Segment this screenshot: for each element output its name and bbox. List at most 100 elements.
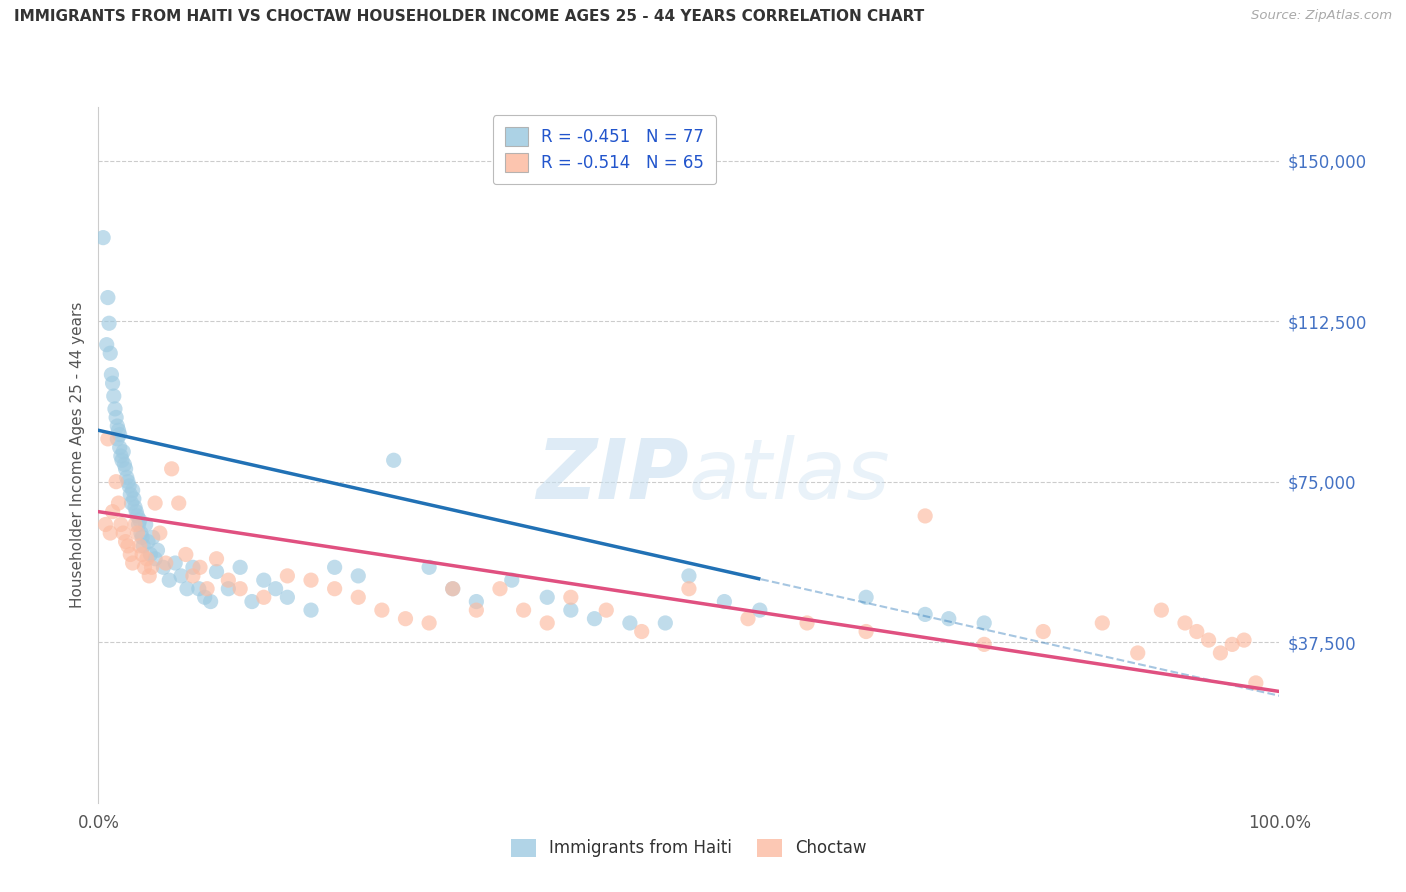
Point [371,603,394,617]
Point [112,526,135,541]
Point [973,637,995,651]
Point [276,591,298,605]
Point [1198,633,1220,648]
Point [121,483,143,498]
Point [418,615,440,630]
Point [619,615,641,630]
Point [117,539,139,553]
Point [136,534,159,549]
Point [253,573,276,587]
Point [501,573,523,587]
Point [141,560,163,574]
Y-axis label: Householder Income Ages 25 - 44 years: Householder Income Ages 25 - 44 years [69,301,84,608]
Point [205,565,228,579]
Point [101,505,124,519]
Point [157,573,180,587]
Point [122,491,145,506]
Point [217,582,239,596]
Point [143,496,166,510]
Point [1091,615,1114,630]
Point [127,508,149,523]
Point [229,582,252,596]
Text: IMMIGRANTS FROM HAITI VS CHOCTAW HOUSEHOLDER INCOME AGES 25 - 44 YEARS CORRELATI: IMMIGRANTS FROM HAITI VS CHOCTAW HOUSEHO… [14,9,924,24]
Point [149,526,172,541]
Point [1209,646,1232,660]
Point [111,453,134,467]
Point [347,569,370,583]
Point [114,534,136,549]
Point [583,612,606,626]
Point [128,513,150,527]
Point [98,526,121,541]
Point [323,582,346,596]
Point [110,517,132,532]
Point [489,582,512,596]
Point [129,526,152,541]
Point [914,607,936,622]
Point [187,582,209,596]
Point [264,582,287,596]
Point [105,475,128,489]
Point [117,475,139,489]
Point [240,594,263,608]
Point [938,612,960,626]
Point [121,496,143,510]
Point [118,479,141,493]
Point [155,556,177,570]
Text: ZIP: ZIP [536,435,689,516]
Point [630,624,652,639]
Point [160,462,183,476]
Point [131,548,153,562]
Point [112,444,135,458]
Point [142,530,165,544]
Point [276,569,298,583]
Point [1220,637,1243,651]
Point [654,615,676,630]
Point [134,560,156,574]
Point [441,582,464,596]
Point [595,603,617,617]
Point [101,376,124,391]
Point [323,560,346,574]
Point [253,591,276,605]
Point [713,594,735,608]
Point [536,591,558,605]
Point [1244,676,1267,690]
Point [560,603,582,617]
Point [1126,646,1149,660]
Point [855,591,877,605]
Point [110,449,132,463]
Point [1185,624,1208,639]
Legend: Immigrants from Haiti, Choctaw: Immigrants from Haiti, Choctaw [505,832,873,864]
Point [465,594,488,608]
Point [105,419,128,434]
Point [418,560,440,574]
Point [737,612,759,626]
Point [98,316,121,330]
Point [170,569,193,583]
Point [217,573,239,587]
Point [1032,624,1054,639]
Point [195,582,218,596]
Point [107,423,129,437]
Point [124,517,146,532]
Point [167,496,190,510]
Point [229,560,252,574]
Point [382,453,405,467]
Point [97,432,120,446]
Point [299,603,322,617]
Point [112,458,135,472]
Point [107,496,129,510]
Point [143,551,166,566]
Point [131,530,153,544]
Point [97,291,120,305]
Text: atlas: atlas [689,435,890,516]
Point [796,615,818,630]
Point [194,591,217,605]
Point [98,346,121,360]
Point [200,594,222,608]
Point [536,615,558,630]
Point [108,427,131,442]
Point [914,508,936,523]
Point [128,517,150,532]
